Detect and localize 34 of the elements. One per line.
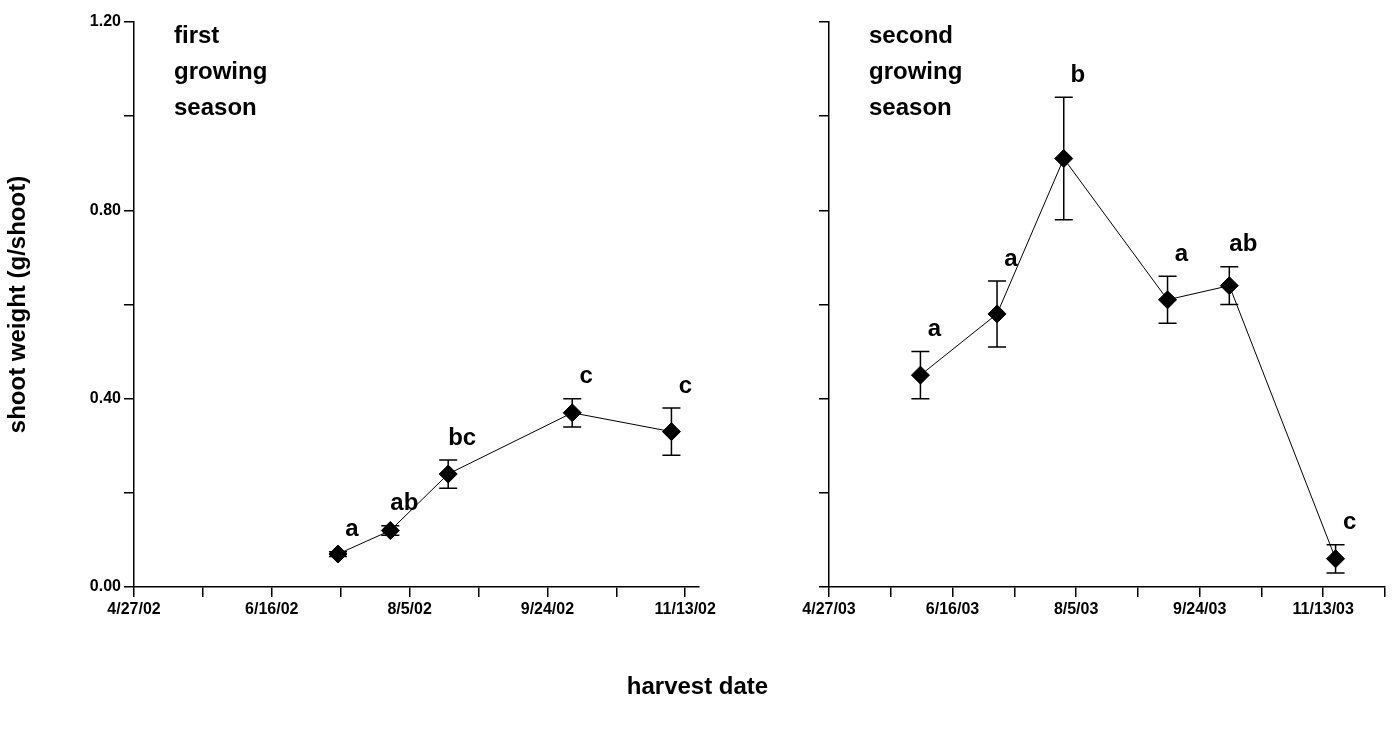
- annotation: c: [579, 361, 593, 389]
- x-tick-label: 4/27/02: [107, 600, 161, 618]
- annotation: ab: [1229, 229, 1258, 257]
- point: [1219, 276, 1239, 296]
- x-tick-label: 8/5/03: [1053, 600, 1099, 618]
- x-tick-label: 6/16/02: [245, 600, 299, 618]
- annotation: a: [345, 514, 360, 542]
- y-tick-label: 1.20: [89, 12, 122, 30]
- x-tick-label: 9/24/03: [1172, 600, 1227, 618]
- x-tick-label: 4/27/03: [802, 600, 856, 618]
- x-axis-title: harvest date: [625, 672, 770, 700]
- y-tick-label: 0.40: [89, 389, 122, 407]
- point: [661, 422, 681, 442]
- x-tick-label: 11/13/02: [654, 600, 717, 618]
- text: first growing season: [174, 20, 268, 120]
- annotation: a: [927, 314, 942, 342]
- annotation: ab: [390, 488, 419, 516]
- annotation: a: [1004, 243, 1019, 271]
- annotation: c: [1342, 507, 1357, 535]
- x-tick-label: 8/5/02: [387, 600, 432, 618]
- point: [910, 365, 930, 385]
- x-tick-label: 6/16/03: [925, 600, 980, 618]
- y-axis-title: shoot weight (g/shoot): [3, 175, 31, 434]
- y-tick-label: 0.00: [89, 577, 122, 595]
- point: [1326, 549, 1346, 569]
- x-tick-label: 9/24/02: [520, 600, 575, 618]
- annotation: c: [678, 370, 693, 398]
- x-tick-label: 11/13/03: [1292, 600, 1355, 618]
- y-tick-label: 0.80: [89, 200, 122, 218]
- annotation: a: [1174, 238, 1189, 266]
- annotation: bc: [448, 422, 477, 450]
- annotation: b: [1070, 59, 1086, 87]
- text: second growing season: [869, 20, 963, 120]
- point: [1158, 290, 1178, 310]
